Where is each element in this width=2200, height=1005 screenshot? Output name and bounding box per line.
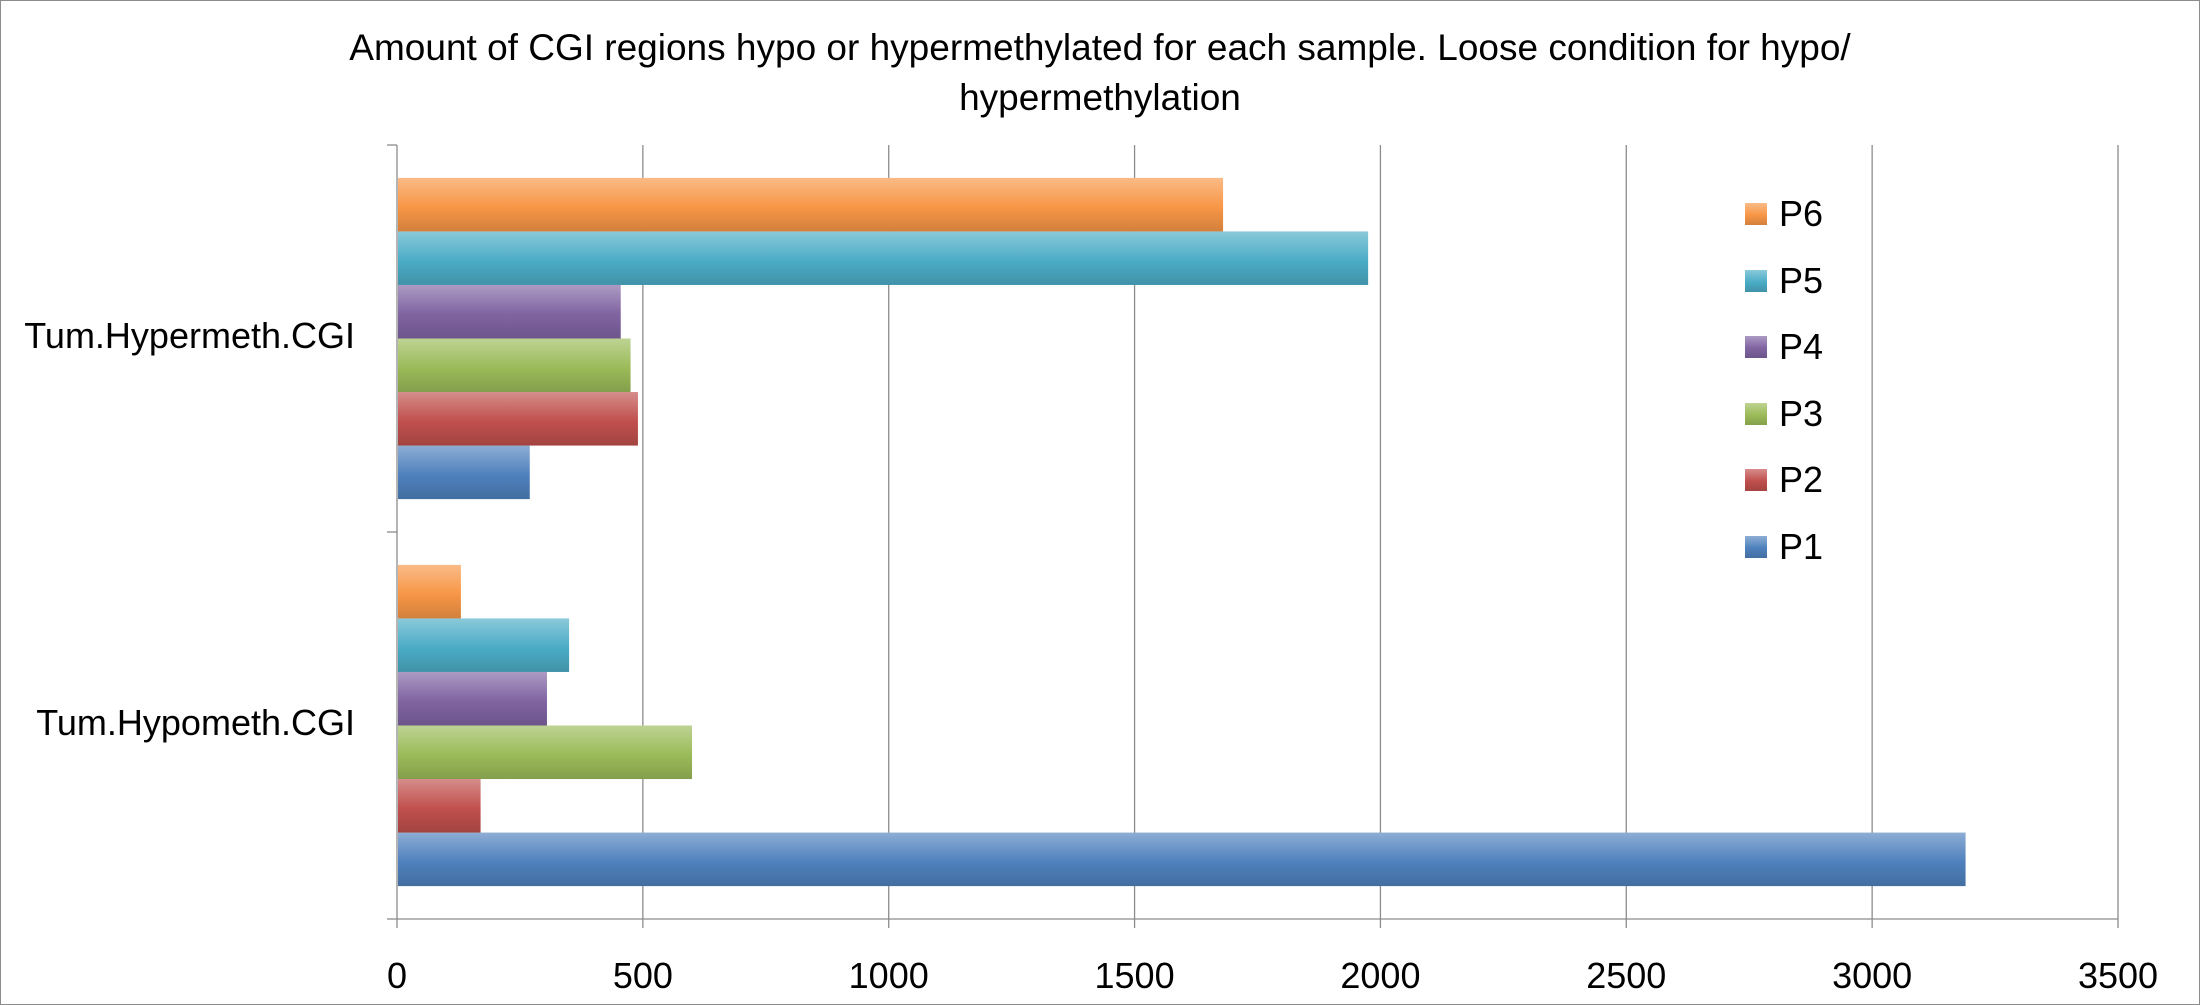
bar-p1-tum-hypermeth-cgi (398, 445, 530, 500)
chart-title-line-1: Amount of CGI regions hypo or hypermethy… (349, 27, 1851, 68)
bar-p2-tum-hypometh-cgi (398, 779, 481, 833)
legend-label: P5 (1779, 259, 1824, 301)
bar-p4-tum-hypermeth-cgi (398, 284, 621, 339)
x-tick-label-2000: 2000 (1340, 955, 1420, 996)
bar-p5-tum-hypometh-cgi (398, 618, 570, 672)
bar-p4-tum-hypometh-cgi (398, 671, 547, 726)
legend-swatch (1745, 269, 1767, 292)
tick-label-layer: 0 500 1000 1500 2000 2500 3000 3500 (387, 955, 2158, 996)
x-tick-label-3500: 3500 (2078, 955, 2158, 996)
x-tick-label-1000: 1000 (849, 955, 929, 996)
x-tick-label-3000: 3000 (1832, 955, 1912, 996)
y-category-label: Tum.Hypometh.CGI (36, 701, 355, 743)
x-tick-label-1500: 1500 (1095, 955, 1175, 996)
chart-title-line-2: hypermethylation (959, 77, 1241, 118)
bar-p1-tum-hypometh-cgi (398, 832, 1966, 887)
legend-label: P6 (1779, 193, 1824, 234)
legend-label: P2 (1779, 459, 1824, 501)
bar-layer (398, 177, 1966, 887)
bar-p5-tum-hypermeth-cgi (398, 231, 1369, 285)
axis-layer (387, 144, 2119, 928)
bar-p6-tum-hypermeth-cgi (398, 177, 1224, 232)
legend-swatch (1745, 402, 1767, 425)
legend-swatch (1745, 203, 1767, 225)
bar-p2-tum-hypermeth-cgi (398, 392, 638, 446)
legend-swatch (1745, 469, 1767, 492)
bar-p3-tum-hypometh-cgi (398, 725, 693, 780)
legend-label: P3 (1779, 392, 1824, 434)
x-tick-label-500: 500 (613, 955, 673, 996)
legend-label: P1 (1779, 526, 1824, 567)
legend-label: P4 (1779, 326, 1824, 368)
x-tick-label-2500: 2500 (1586, 955, 1666, 996)
x-tick-label-0: 0 (387, 955, 407, 996)
bar-p3-tum-hypermeth-cgi (398, 338, 631, 393)
bar-p6-tum-hypometh-cgi (398, 564, 461, 619)
legend-swatch (1745, 336, 1767, 359)
legend-swatch (1745, 536, 1767, 558)
y-category-label: Tum.Hypermeth.CGI (24, 314, 355, 356)
